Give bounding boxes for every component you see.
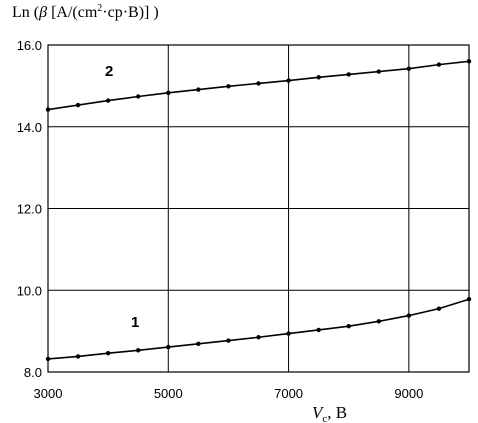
- series-2-point: [226, 84, 231, 89]
- series-2-point: [346, 72, 351, 77]
- series-1-point: [406, 313, 412, 318]
- series-1-point: [346, 324, 351, 329]
- x-axis-title-sub: c: [322, 413, 327, 423]
- series-2-point: [75, 102, 81, 108]
- series-1-point: [226, 338, 231, 343]
- y-tick-label: 12.0: [17, 202, 42, 217]
- y-tick-label: 16.0: [17, 38, 42, 53]
- series-2-point: [406, 66, 412, 71]
- x-tick-label: 9000: [394, 386, 423, 401]
- x-tick-labels: 3000 5000 7000 9000: [34, 386, 424, 401]
- series-2-point: [466, 59, 472, 64]
- series-2-point: [256, 81, 261, 86]
- x-axis-title-unit: , B: [327, 403, 347, 422]
- y-axis-title-sup: 2: [97, 3, 102, 14]
- series-1-point: [75, 354, 81, 359]
- series-1-point: [256, 335, 261, 340]
- series-1-point: [45, 356, 51, 362]
- y-axis-title-unit: [A/(cm: [47, 4, 98, 21]
- y-tick-label: 14.0: [17, 120, 42, 135]
- series-2-point: [436, 62, 442, 67]
- series-2-point: [196, 87, 201, 92]
- series-2-point: [376, 69, 381, 74]
- series-1-point: [286, 331, 291, 336]
- series-2-point: [286, 78, 291, 83]
- series-1-point: [466, 297, 472, 302]
- series-1-point: [436, 306, 442, 311]
- series-2-point: [166, 90, 171, 96]
- y-axis-title-beta: β: [38, 4, 47, 21]
- y-axis-title: Ln (β [A/(cm2·ср·B)] ): [12, 3, 159, 21]
- series-2-point: [136, 94, 141, 99]
- curve-label-2: 2: [105, 63, 113, 80]
- grid: [47, 44, 469, 373]
- x-axis-title-var: V: [312, 403, 325, 422]
- series-2-point: [105, 98, 111, 103]
- y-tick-labels: 8.0 10.0 12.0 14.0 16.0: [17, 38, 42, 380]
- series-1-point: [196, 341, 201, 346]
- series-1-point: [136, 348, 141, 353]
- x-tick-label: 7000: [274, 386, 303, 401]
- y-tick-label: 8.0: [24, 365, 42, 380]
- series-group: [45, 59, 472, 362]
- series-1-point: [316, 327, 321, 333]
- series-1-point: [166, 344, 171, 350]
- plot-border: [47, 44, 470, 373]
- x-tick-label: 5000: [154, 386, 183, 401]
- y-axis-title-unit-end: ·ср·B)] ): [102, 4, 158, 21]
- y-tick-label: 10.0: [17, 283, 42, 298]
- curve-label-1: 1: [131, 314, 139, 331]
- series-2-point: [316, 75, 321, 80]
- series-2-point: [45, 107, 51, 112]
- series-1-point: [376, 319, 381, 324]
- plot-frame: [47, 44, 470, 373]
- y-axis-title-prefix: Ln (: [12, 4, 39, 21]
- series-1-line: [47, 298, 470, 360]
- series-1-point: [105, 350, 111, 356]
- x-tick-label: 3000: [34, 386, 63, 401]
- x-axis-title: Vc, B: [312, 403, 347, 423]
